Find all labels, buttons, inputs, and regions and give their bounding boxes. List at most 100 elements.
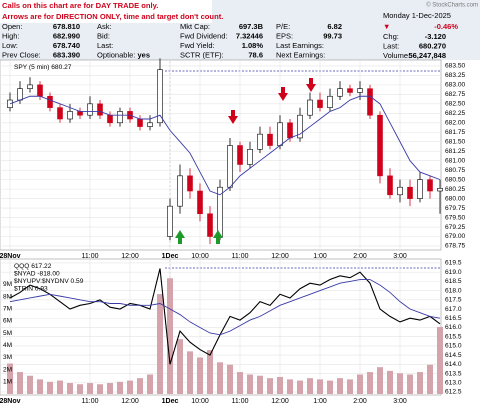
y-tick-label: 682.25 — [445, 110, 466, 117]
y-tick-label: 683.25 — [445, 72, 466, 79]
y-tick-label: 680.50 — [445, 176, 466, 183]
field-value: 56,247,848 — [408, 51, 446, 60]
copyright: © StockCharts.com — [426, 2, 478, 9]
y-tick-label: 619.5 — [445, 260, 462, 267]
volume-bar — [437, 327, 443, 394]
volume-bar — [247, 374, 253, 394]
down-arrow — [306, 84, 316, 92]
volume-bar — [67, 383, 73, 394]
field-value: yes — [137, 50, 150, 59]
volume-bar — [57, 380, 63, 394]
field-label: Last: — [383, 41, 399, 50]
field-label: Volume: — [383, 51, 410, 60]
candle-body — [297, 114, 303, 139]
y-tick-label: 678.75 — [445, 243, 466, 250]
volume-bar — [217, 362, 223, 394]
candle-body — [177, 175, 183, 207]
up-arrow — [175, 230, 185, 238]
volume-bar — [417, 372, 423, 394]
candle-body — [147, 122, 153, 127]
y-tick-label: 616.0 — [445, 324, 462, 331]
candle-body — [157, 69, 163, 124]
volume-bar — [257, 375, 263, 394]
candle-body — [117, 111, 123, 124]
y-tick-label: 680.75 — [445, 167, 466, 174]
y-tick-label: 680.25 — [445, 186, 466, 193]
x-tick-label: 3:00 — [393, 398, 407, 405]
field-value: -3.120 — [425, 32, 446, 41]
candle-body — [237, 145, 243, 165]
y-tick-label: 683.50 — [445, 63, 466, 70]
candle-body — [257, 133, 263, 150]
volume-tick-label: 7M — [3, 305, 12, 312]
y-tick-label: 679.50 — [445, 214, 466, 221]
y-tick-label: 681.75 — [445, 129, 466, 136]
field-label: Ask: — [97, 22, 112, 31]
legend-text: QQQ 617.22 — [14, 263, 52, 270]
y-tick-label: 681.50 — [445, 138, 466, 145]
candle-body — [337, 88, 343, 97]
volume-bar — [317, 379, 323, 394]
field-label: SCTR (ETF): — [180, 50, 224, 59]
y-tick-label: 682.00 — [445, 120, 466, 127]
candle-body — [377, 114, 383, 177]
y-tick-label: 619.0 — [445, 269, 462, 276]
candle-body — [317, 99, 323, 108]
candle-body — [197, 190, 203, 215]
volume-bar — [237, 372, 243, 394]
y-tick-label: 613.0 — [445, 380, 462, 387]
candle-body — [87, 103, 93, 116]
volume-bar — [407, 374, 413, 394]
volume-bar — [127, 380, 133, 394]
x-tick-label: 11:00 — [232, 398, 249, 405]
y-tick-label: 681.25 — [445, 148, 466, 155]
volume-bar — [147, 374, 153, 394]
field-label: Open: — [2, 22, 22, 31]
volume-bar — [337, 378, 343, 394]
volume-bar — [287, 379, 293, 394]
y-tick-label: 613.5 — [445, 370, 462, 377]
volume-bar — [177, 339, 183, 394]
field-label: High: — [2, 31, 20, 40]
y-tick-label: 617.0 — [445, 306, 462, 313]
candle-body — [17, 88, 23, 101]
candle-body — [437, 188, 443, 192]
x-tick-label: 2:00 — [353, 253, 367, 260]
x-tick-label: 10:00 — [191, 398, 209, 405]
x-tick-label: 1Dec — [162, 398, 179, 405]
candle-body — [357, 88, 363, 93]
candle-body — [427, 179, 433, 192]
field-label: Optionable: — [97, 50, 135, 59]
y-tick-label: 614.0 — [445, 361, 462, 368]
field-label: Prev Close: — [2, 50, 41, 59]
volume-bar — [137, 378, 143, 394]
volume-tick-label: 2M — [3, 366, 12, 373]
down-arrow — [231, 110, 235, 116]
volume-tick-label: 1M — [3, 379, 12, 386]
volume-bar — [17, 372, 23, 394]
candle-body — [347, 88, 353, 93]
candle-body — [407, 186, 413, 199]
date: Monday 1-Dec-2025 — [383, 11, 451, 20]
field-value: 99.73 — [323, 31, 342, 40]
field-label: EPS: — [276, 31, 293, 40]
volume-bar — [427, 364, 433, 394]
candle-body — [47, 95, 53, 108]
volume-bar — [197, 357, 203, 394]
y-tick-label: 615.5 — [445, 333, 462, 340]
field-label: Last: — [97, 41, 113, 50]
volume-bar — [207, 350, 213, 394]
y-tick-label: 679.25 — [445, 224, 466, 231]
volume-tick-label: 8M — [3, 293, 12, 300]
x-tick-label: 2:00 — [353, 398, 367, 405]
field-value: 78.6 — [248, 50, 263, 59]
candle-body — [137, 118, 143, 127]
candle-body — [327, 95, 333, 108]
volume-tick-label: 3M — [3, 354, 12, 361]
change-arrow: ▼ — [383, 22, 390, 31]
x-tick-label: 3:00 — [393, 253, 407, 260]
candle-body — [227, 145, 233, 188]
candle-body — [287, 122, 293, 139]
notice: Calls on this chart are for DAY TRADE on… — [2, 1, 158, 10]
x-tick-label: 11:00 — [82, 398, 99, 405]
